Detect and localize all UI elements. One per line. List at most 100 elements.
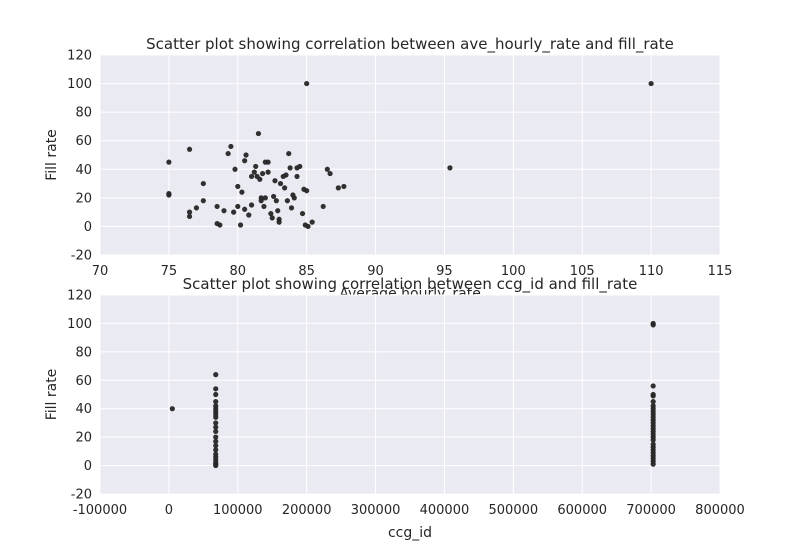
- chart-0-point: [320, 203, 326, 210]
- chart-0-point: [235, 203, 241, 210]
- chart-0-title: Scatter plot showing correlation between…: [146, 35, 674, 54]
- chart-0-point: [297, 163, 303, 170]
- chart-0-point: [305, 223, 311, 230]
- chart-0-point: [327, 170, 333, 177]
- chart-0-point: [276, 219, 282, 225]
- chart-0-point: [272, 178, 278, 184]
- chart-0-point: [235, 183, 241, 190]
- chart-0-point: [239, 189, 245, 195]
- chart-0-plot-area: [100, 55, 720, 255]
- chart-1-x-axis-label: ccg_id: [388, 525, 432, 541]
- chart-1-x-tick-label: 800000: [695, 503, 745, 518]
- chart-0-point: [268, 210, 274, 217]
- chart-0-point: [288, 205, 295, 211]
- chart-0-point: [287, 165, 293, 171]
- chart-0-point: [269, 215, 275, 221]
- chart-1-point: [213, 420, 219, 426]
- chart-0-point: [248, 202, 255, 208]
- chart-0-point: [221, 208, 227, 214]
- chart-0-x-tick-label: 90: [367, 264, 384, 279]
- chart-0-point: [228, 143, 234, 150]
- chart-0-point: [286, 150, 292, 157]
- chart-0-point: [186, 146, 193, 152]
- chart-1-point: [213, 372, 219, 378]
- chart-0-point: [261, 203, 267, 210]
- chart-1-plot-area: [100, 295, 720, 494]
- chart-0-point: [237, 222, 244, 228]
- chart-0-point: [335, 185, 341, 191]
- chart-1-x-tick-label: 400000: [420, 503, 470, 518]
- chart-0-x-tick-label: 115: [708, 264, 733, 279]
- chart-0-point: [648, 80, 654, 87]
- chart-0-point: [304, 188, 310, 194]
- chart-1-y-tick-label: 20: [75, 431, 92, 446]
- chart-0-point: [257, 176, 263, 182]
- chart-0-point: [193, 205, 200, 211]
- chart-1-point: [213, 443, 219, 449]
- chart-1-point: [213, 447, 219, 453]
- chart-1-y-tick-label: 100: [67, 317, 92, 332]
- chart-0-point: [294, 173, 300, 180]
- chart-0-point: [265, 169, 271, 175]
- chart-0-y-tick-label: 120: [67, 49, 92, 64]
- chart-0-point: [232, 166, 238, 172]
- chart-1-x-tick-label: 200000: [282, 503, 332, 518]
- chart-0-point: [284, 198, 290, 204]
- chart-0-y-tick-label: 40: [75, 163, 92, 178]
- chart-1-y-tick-label: 40: [75, 402, 92, 417]
- chart-1-point: [213, 462, 219, 469]
- chart-0-x-tick-label: 75: [161, 264, 178, 279]
- chart-1-x-tick-label: 500000: [489, 503, 539, 518]
- chart-1-point: [650, 437, 656, 443]
- chart-0-point: [258, 198, 264, 204]
- chart-1-point: [650, 461, 656, 467]
- chart-1-x-tick-label: 100000: [213, 503, 263, 518]
- chart-1-x-tick-label: 300000: [351, 503, 401, 518]
- chart-0-point: [255, 130, 262, 137]
- chart-0-point: [166, 192, 172, 198]
- chart-0-point: [231, 209, 237, 215]
- chart-0-point: [248, 173, 255, 180]
- chart-0-point: [304, 80, 310, 87]
- chart-1-y-tick-label: 0: [84, 459, 92, 474]
- chart-0-y-tick-label: 0: [84, 220, 92, 235]
- chart-0-point: [265, 159, 271, 165]
- chart-0-point: [166, 159, 172, 165]
- chart-0-point: [299, 210, 306, 217]
- chart-0-point: [283, 172, 289, 178]
- chart-0-point: [251, 169, 257, 175]
- chart-0-point: [341, 183, 347, 190]
- scatter-panel-ccg-id: -100000 0 100000 200000 300000 400000 500000 60…: [44, 275, 745, 541]
- chart-0-point: [253, 163, 259, 170]
- chart-1-point: [650, 383, 656, 389]
- chart-0-y-axis-label: Fill rate: [44, 129, 60, 181]
- chart-0-point: [259, 170, 266, 177]
- chart-0-point: [282, 185, 288, 191]
- chart-1-y-tick-label: 120: [67, 289, 92, 304]
- chart-0-point: [273, 198, 279, 204]
- chart-0-y-tick-label: 60: [75, 134, 92, 149]
- chart-1-point: [213, 391, 219, 398]
- chart-0-y-tick-label: 100: [67, 77, 92, 92]
- chart-1-point: [213, 414, 219, 420]
- chart-0-y-tick-label: 80: [75, 106, 92, 121]
- chart-0-point: [214, 203, 220, 210]
- chart-0-point: [271, 193, 277, 200]
- chart-0-x-tick-label: 105: [570, 264, 595, 279]
- chart-0-point: [246, 212, 252, 218]
- chart-0-point: [309, 219, 315, 225]
- chart-1-x-tick-label: 700000: [626, 503, 676, 518]
- chart-1-y-axis-label: Fill rate: [44, 369, 60, 421]
- chart-0-y-tick-label: -20: [71, 249, 92, 264]
- chart-1-y-tick-label: 60: [75, 374, 92, 389]
- chart-1-x-tick-label: 600000: [557, 503, 607, 518]
- chart-1-point: [213, 424, 219, 430]
- chart-0-point: [447, 165, 453, 171]
- scatter-panel-hourly-rate: 70 75 80 85 90 95 100 105 110 115 -20 0 20 40 60 80 100 1…: [44, 35, 732, 302]
- chart-1-title: Scatter plot showing correlation between…: [183, 275, 638, 294]
- chart-0-point: [291, 195, 297, 201]
- chart-0-point: [242, 206, 248, 212]
- chart-1-point: [213, 399, 219, 405]
- chart-1-x-tick-label: 0: [165, 503, 173, 518]
